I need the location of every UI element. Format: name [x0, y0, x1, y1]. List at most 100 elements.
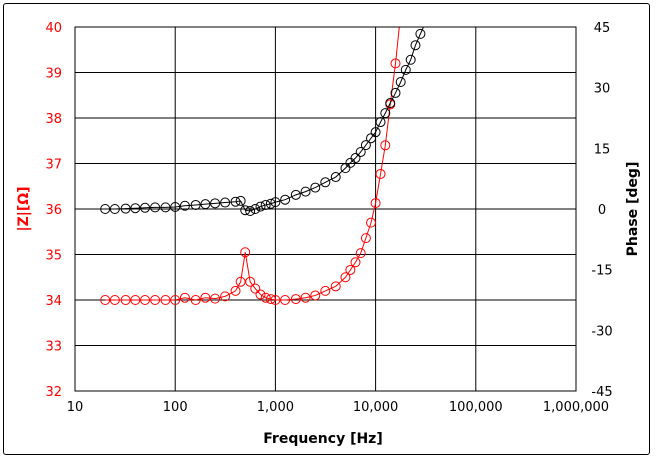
x-tick-label: 10 — [67, 400, 84, 415]
impedance-point — [220, 291, 231, 302]
phase-point — [290, 189, 301, 200]
impedance-point — [397, 4, 406, 13]
phase-point — [230, 196, 241, 207]
phase-point — [405, 54, 416, 65]
impedance-point — [320, 285, 331, 296]
y-left-tick-label: 39 — [45, 67, 62, 82]
impedance-point — [210, 293, 221, 304]
phase-point — [220, 197, 231, 208]
impedance-point — [179, 292, 190, 303]
phase-point — [300, 186, 311, 197]
phase-point — [270, 197, 281, 208]
x-tick-label: 1,000,000 — [543, 400, 609, 415]
impedance-point — [350, 257, 361, 268]
impedance-point — [240, 247, 251, 258]
phase-point — [422, 16, 431, 25]
impedance-point — [345, 264, 356, 275]
y-left-tick-label: 36 — [45, 203, 62, 218]
impedance-point — [340, 272, 351, 283]
y-left-tick-label: 37 — [45, 158, 62, 173]
impedance-point — [170, 295, 181, 305]
y-right-axis-title: Phase [deg] — [625, 162, 641, 257]
impedance-point — [160, 295, 171, 305]
impedance-point — [330, 281, 341, 292]
chart-frame — [3, 3, 650, 455]
phase-point — [320, 177, 331, 188]
phase-point — [330, 172, 341, 183]
impedance-point — [360, 233, 371, 244]
x-tick-label: 1,000 — [257, 400, 294, 415]
impedance-point — [190, 295, 201, 305]
y-right-tick-label: -30 — [591, 324, 612, 339]
grid — [74, 26, 577, 392]
phase-point — [210, 198, 221, 209]
impedance-point — [255, 289, 266, 300]
impedance-point — [109, 295, 120, 305]
impedance-point — [230, 285, 241, 296]
impedance-point — [380, 140, 391, 151]
impedance-point — [150, 295, 161, 305]
impedance-point — [300, 292, 311, 303]
phase-point — [245, 206, 256, 217]
plot-area-border — [74, 26, 577, 392]
impedance-point — [100, 295, 111, 305]
x-tick-label: 10,000 — [353, 400, 399, 415]
impedance-point — [235, 276, 246, 287]
phase-point — [360, 140, 371, 151]
phase-point — [190, 199, 201, 210]
phase-point — [280, 194, 291, 205]
impedance-point — [270, 295, 281, 305]
phase-line — [105, 27, 425, 212]
impedance-point — [120, 295, 131, 305]
phase-point — [385, 98, 396, 109]
impedance-point — [370, 198, 381, 209]
impedance-point — [390, 58, 401, 69]
y-left-tick-label: 40 — [45, 21, 62, 36]
phase-point — [410, 40, 421, 51]
phase-point — [100, 204, 111, 214]
impedance-point — [280, 295, 291, 305]
phase-point — [355, 146, 366, 157]
phase-point — [375, 117, 386, 128]
y-left-tick-label: 32 — [45, 385, 62, 400]
impedance-point — [375, 168, 386, 179]
y-left-tick-label: 38 — [45, 112, 62, 127]
phase-point — [310, 182, 321, 193]
phase-point — [240, 205, 251, 216]
impedance-point — [200, 292, 211, 303]
phase-point — [400, 64, 411, 75]
phase-point — [250, 204, 261, 214]
x-tick-label: 100,000 — [449, 400, 503, 415]
y-right-tick-label: 45 — [594, 21, 611, 36]
phase-point — [179, 200, 190, 211]
y-left-tick-label: 34 — [45, 294, 62, 309]
phase-point — [415, 28, 426, 39]
phase-point — [170, 201, 181, 212]
phase-point — [370, 127, 381, 138]
y-left-tick-label: 35 — [45, 249, 62, 264]
phase-point — [350, 153, 361, 164]
y-left-axis-title: |Z|[Ω] — [16, 186, 32, 231]
phase-point — [109, 204, 120, 214]
phase-point — [235, 195, 246, 206]
impedance-point — [260, 292, 271, 303]
impedance-point — [140, 295, 151, 305]
impedance-point — [265, 294, 276, 305]
tick-labels: 10 100 1,000 10,000 100,000 1,000,000 32 33 34 35… — [45, 21, 612, 415]
impedance-point — [310, 290, 321, 301]
y-right-tick-label: 30 — [594, 82, 611, 97]
phase-point — [140, 202, 151, 213]
phase-point — [255, 201, 266, 212]
phase-point — [395, 77, 406, 88]
impedance-point — [245, 276, 256, 287]
phase-point — [260, 199, 271, 210]
phase-point — [160, 202, 171, 213]
phase-point — [120, 203, 131, 214]
phase-point — [265, 198, 276, 209]
y-right-tick-label: -15 — [591, 264, 612, 279]
y-left-tick-label: 33 — [45, 340, 62, 355]
impedance-point — [250, 283, 261, 294]
phase-point — [380, 108, 391, 119]
impedance-point — [130, 295, 141, 305]
phase-point — [150, 202, 161, 213]
